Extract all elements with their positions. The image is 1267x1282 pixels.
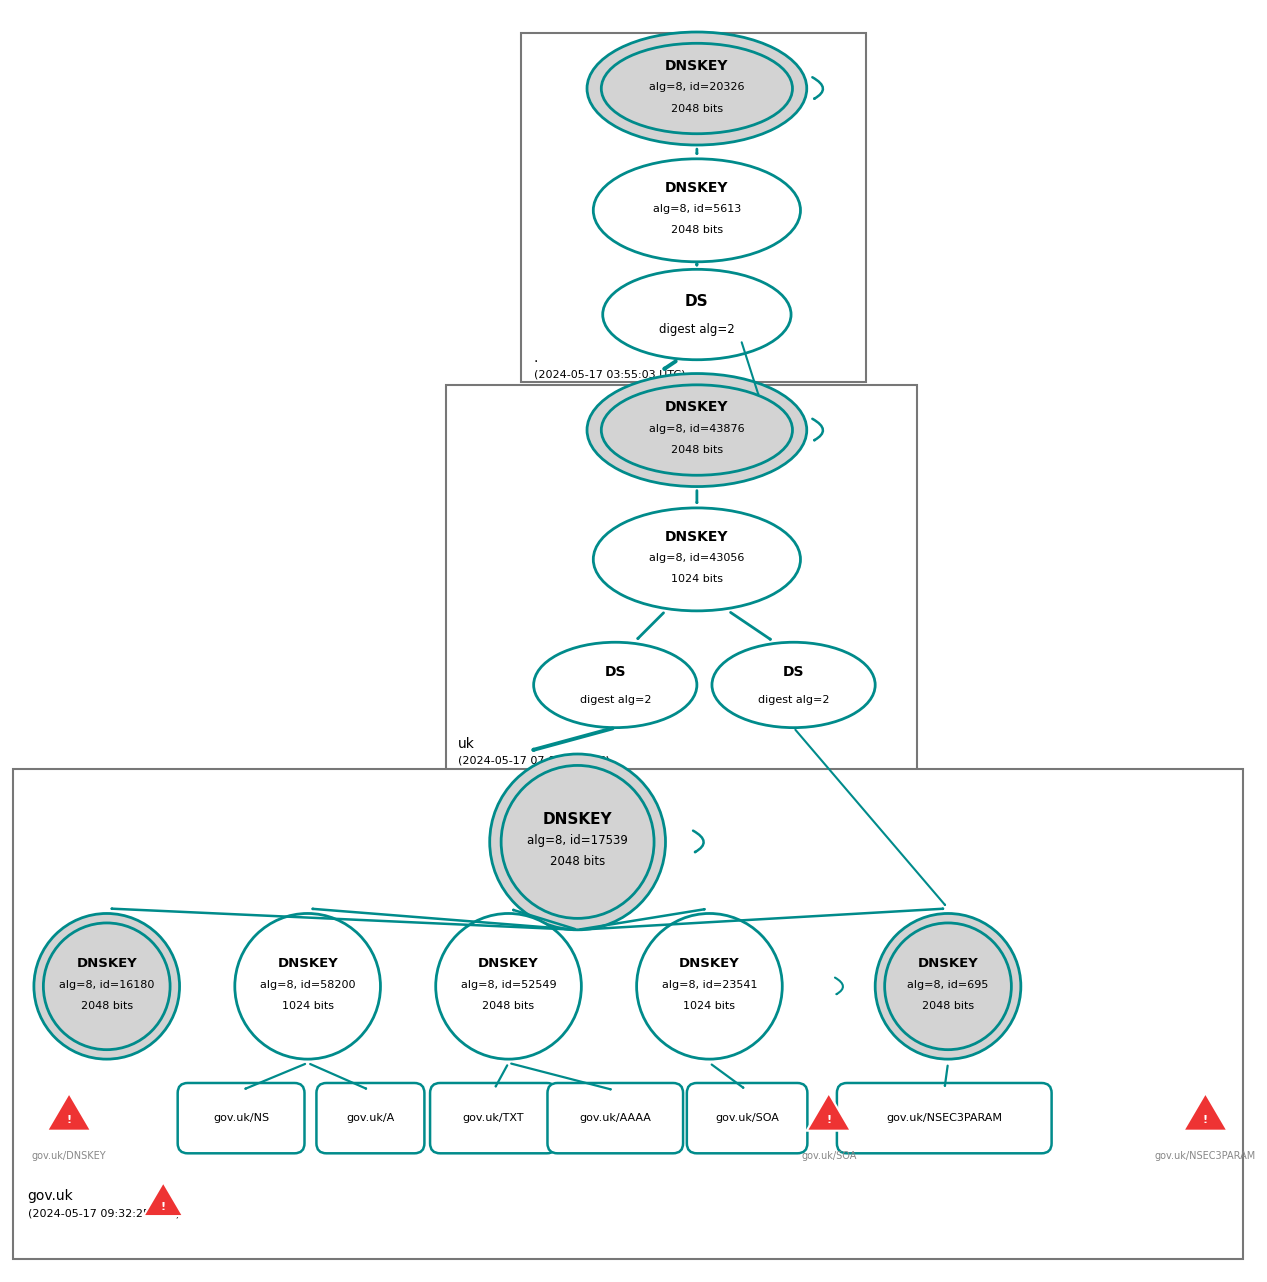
- Text: gov.uk: gov.uk: [28, 1188, 73, 1203]
- Circle shape: [490, 754, 665, 929]
- Text: DNSKEY: DNSKEY: [478, 958, 538, 970]
- Polygon shape: [807, 1094, 851, 1131]
- Bar: [521, 33, 867, 382]
- FancyBboxPatch shape: [547, 1083, 683, 1154]
- FancyBboxPatch shape: [687, 1083, 807, 1154]
- Text: !: !: [1202, 1115, 1207, 1126]
- Text: !: !: [161, 1201, 166, 1211]
- Text: digest alg=2: digest alg=2: [579, 695, 651, 705]
- Text: DNSKEY: DNSKEY: [665, 181, 729, 195]
- FancyBboxPatch shape: [837, 1083, 1052, 1154]
- Polygon shape: [47, 1094, 91, 1131]
- Text: 2048 bits: 2048 bits: [670, 104, 723, 114]
- Text: 2048 bits: 2048 bits: [550, 855, 606, 868]
- Text: (2024-05-17 07:08:25 UTC): (2024-05-17 07:08:25 UTC): [459, 755, 611, 765]
- Text: alg=8, id=23541: alg=8, id=23541: [661, 979, 758, 990]
- Text: gov.uk/TXT: gov.uk/TXT: [462, 1113, 525, 1123]
- Text: 1024 bits: 1024 bits: [683, 1001, 735, 1011]
- Text: (2024-05-17 03:55:03 UTC): (2024-05-17 03:55:03 UTC): [533, 369, 685, 379]
- Text: DNSKEY: DNSKEY: [76, 958, 137, 970]
- Text: alg=8, id=5613: alg=8, id=5613: [653, 204, 741, 214]
- FancyBboxPatch shape: [430, 1083, 557, 1154]
- Ellipse shape: [603, 269, 791, 360]
- Text: 2048 bits: 2048 bits: [81, 1001, 133, 1011]
- Text: DNSKEY: DNSKEY: [917, 958, 978, 970]
- Text: gov.uk/AAAA: gov.uk/AAAA: [579, 1113, 651, 1123]
- Circle shape: [436, 914, 582, 1059]
- Text: alg=8, id=695: alg=8, id=695: [907, 979, 988, 990]
- Text: digest alg=2: digest alg=2: [758, 695, 830, 705]
- Text: DS: DS: [685, 295, 708, 309]
- Text: alg=8, id=17539: alg=8, id=17539: [527, 835, 628, 847]
- Text: 2048 bits: 2048 bits: [670, 226, 723, 236]
- Text: gov.uk/DNSKEY: gov.uk/DNSKEY: [32, 1151, 106, 1160]
- Text: alg=8, id=20326: alg=8, id=20326: [649, 82, 745, 92]
- Text: gov.uk/NSEC3PARAM: gov.uk/NSEC3PARAM: [886, 1113, 1002, 1123]
- Text: gov.uk/NSEC3PARAM: gov.uk/NSEC3PARAM: [1154, 1151, 1256, 1160]
- Text: gov.uk/SOA: gov.uk/SOA: [801, 1151, 856, 1160]
- Circle shape: [34, 914, 180, 1059]
- Text: .: .: [533, 351, 538, 365]
- Ellipse shape: [587, 373, 807, 487]
- FancyBboxPatch shape: [177, 1083, 304, 1154]
- Text: gov.uk/A: gov.uk/A: [346, 1113, 394, 1123]
- Ellipse shape: [593, 159, 801, 262]
- Circle shape: [875, 914, 1021, 1059]
- Bar: [446, 385, 916, 772]
- Text: DS: DS: [604, 665, 626, 679]
- Text: alg=8, id=16180: alg=8, id=16180: [60, 979, 155, 990]
- Text: 1024 bits: 1024 bits: [672, 574, 723, 585]
- Text: 2048 bits: 2048 bits: [922, 1001, 974, 1011]
- Text: 1024 bits: 1024 bits: [281, 1001, 333, 1011]
- Text: gov.uk/SOA: gov.uk/SOA: [715, 1113, 779, 1123]
- Polygon shape: [1183, 1094, 1228, 1131]
- Text: DNSKEY: DNSKEY: [665, 400, 729, 414]
- Text: alg=8, id=58200: alg=8, id=58200: [260, 979, 355, 990]
- Text: DNSKEY: DNSKEY: [665, 59, 729, 73]
- Polygon shape: [143, 1182, 184, 1217]
- Text: uk: uk: [459, 737, 475, 751]
- Text: DS: DS: [783, 665, 805, 679]
- Circle shape: [234, 914, 380, 1059]
- Text: alg=8, id=43876: alg=8, id=43876: [649, 424, 745, 433]
- FancyBboxPatch shape: [317, 1083, 424, 1154]
- Ellipse shape: [593, 508, 801, 610]
- Text: !: !: [826, 1115, 831, 1126]
- Text: alg=8, id=43056: alg=8, id=43056: [649, 553, 745, 563]
- Ellipse shape: [533, 642, 697, 728]
- Text: gov.uk/NS: gov.uk/NS: [213, 1113, 269, 1123]
- Text: (2024-05-17 09:32:25 UTC): (2024-05-17 09:32:25 UTC): [28, 1209, 180, 1219]
- Ellipse shape: [712, 642, 875, 728]
- Text: DNSKEY: DNSKEY: [679, 958, 740, 970]
- Text: 2048 bits: 2048 bits: [670, 445, 723, 455]
- Text: !: !: [66, 1115, 72, 1126]
- Text: alg=8, id=52549: alg=8, id=52549: [461, 979, 556, 990]
- Text: DNSKEY: DNSKEY: [665, 529, 729, 544]
- Text: DNSKEY: DNSKEY: [542, 812, 612, 827]
- Text: 2048 bits: 2048 bits: [483, 1001, 535, 1011]
- Text: DNSKEY: DNSKEY: [277, 958, 338, 970]
- Ellipse shape: [587, 32, 807, 145]
- Text: digest alg=2: digest alg=2: [659, 323, 735, 336]
- Bar: [13, 769, 1243, 1259]
- Circle shape: [636, 914, 782, 1059]
